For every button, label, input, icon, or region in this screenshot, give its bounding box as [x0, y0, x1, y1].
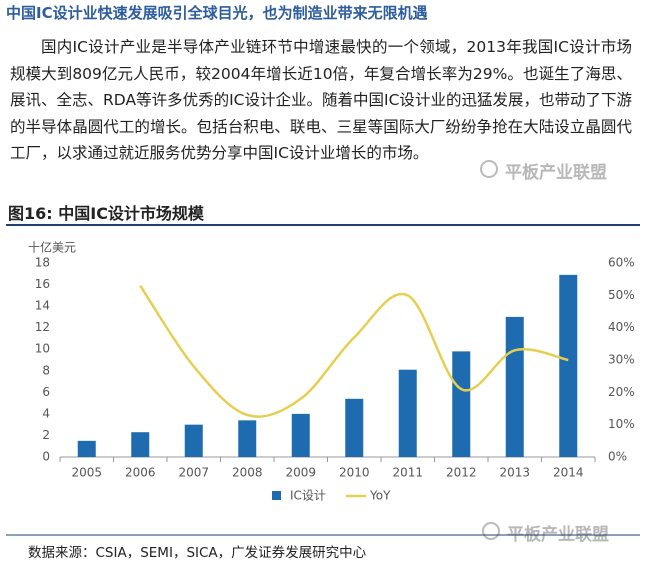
y2-tick-label: 50% — [608, 288, 635, 302]
x-tick-label: 2007 — [178, 466, 209, 480]
bar — [505, 316, 524, 457]
x-tick-label: 2011 — [392, 466, 423, 480]
watermark-icon — [482, 522, 500, 540]
y-tick-label: 16 — [35, 277, 50, 291]
x-tick-label: 2009 — [285, 466, 316, 480]
y-axis-label: 十亿美元 — [28, 240, 76, 255]
bar — [238, 420, 257, 457]
x-tick-label: 2005 — [71, 466, 102, 480]
bar — [184, 424, 203, 457]
heading: 中国IC设计业快速发展吸引全球目光，也为制造业带来无限机遇 — [6, 4, 428, 22]
x-tick-label: 2014 — [553, 466, 584, 480]
y-tick-label: 14 — [35, 299, 50, 313]
source: 数据来源：CSIA，SEMI，SICA，广发证券发展研究中心 — [28, 545, 367, 561]
y-tick-label: 6 — [42, 385, 50, 399]
paragraph: 国内IC设计产业是半导体产业链环节中增速最快的一个领域，2013年我国IC设计市… — [10, 38, 632, 162]
chart-title: 图16: 中国IC设计市场规模 — [8, 204, 204, 223]
y-tick-label: 2 — [42, 428, 50, 442]
x-tick-label: 2006 — [125, 466, 156, 480]
bar — [291, 413, 310, 457]
legend-label: IC设计 — [290, 489, 326, 503]
y2-tick-label: 30% — [608, 353, 635, 367]
y-tick-label: 18 — [35, 256, 50, 270]
line — [139, 284, 569, 418]
x-tick-label: 2012 — [446, 466, 477, 480]
y-tick-label: 0 — [42, 450, 50, 464]
bar — [452, 351, 471, 457]
watermark: 平板产业联盟 — [505, 163, 607, 183]
y-tick-label: 10 — [35, 342, 50, 356]
y-tick-label: 8 — [42, 363, 50, 377]
bar — [77, 440, 96, 457]
bar — [131, 432, 150, 457]
y-tick-label: 12 — [35, 320, 50, 334]
bar — [398, 369, 417, 457]
legend-swatch — [272, 491, 281, 500]
bar — [345, 398, 364, 457]
bar — [559, 274, 578, 457]
watermark-icon — [480, 160, 498, 178]
x-tick-label: 2008 — [232, 466, 263, 480]
legend-label: YoY — [369, 489, 391, 503]
y2-tick-label: 0% — [608, 450, 627, 464]
y2-tick-label: 10% — [608, 417, 635, 431]
y2-tick-label: 40% — [608, 320, 635, 334]
x-tick-label: 2013 — [499, 466, 530, 480]
y2-tick-label: 20% — [608, 385, 635, 399]
y-tick-label: 4 — [42, 406, 50, 420]
x-tick-label: 2010 — [339, 466, 370, 480]
y2-tick-label: 60% — [608, 256, 635, 270]
